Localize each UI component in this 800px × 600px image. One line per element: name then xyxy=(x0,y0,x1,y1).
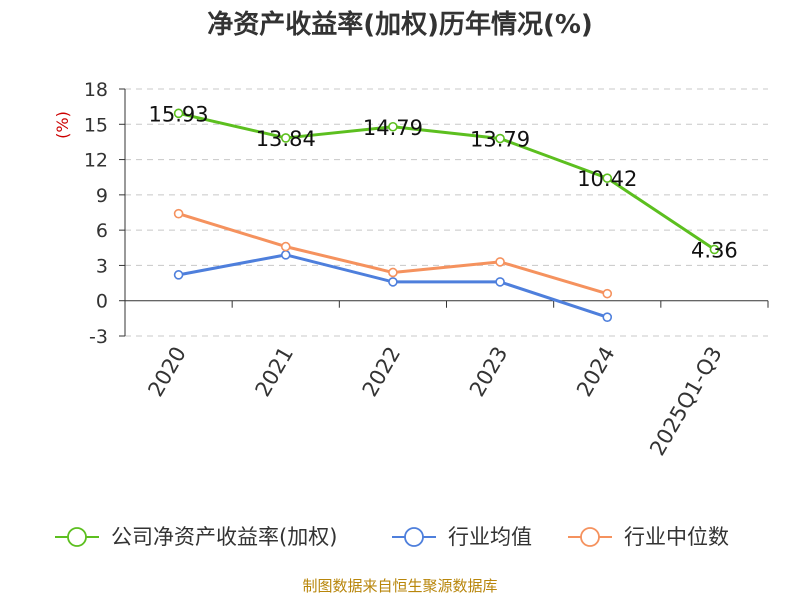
y-tick-label: 9 xyxy=(96,185,108,207)
data-point xyxy=(709,244,720,255)
data-labels: 15.93 13.84 14.79 13.79 10.42 4.36 xyxy=(149,102,738,262)
data-point xyxy=(602,288,613,299)
y-tick-label: 12 xyxy=(84,150,108,172)
data-point xyxy=(602,173,613,183)
x-tick-label: 2023 xyxy=(465,343,513,401)
x-axis-ticks: 2020 2021 2022 2023 2024 2025Q1-Q3 xyxy=(143,343,726,460)
x-tick-label: 2021 xyxy=(251,343,299,401)
y-axis-ticks: -3 0 3 6 9 12 15 18 xyxy=(84,79,108,348)
data-point xyxy=(173,108,184,119)
data-point xyxy=(280,133,291,143)
grid-lines xyxy=(125,88,768,337)
y-tick-label: 6 xyxy=(96,220,108,242)
y-tick-label: 0 xyxy=(96,291,108,313)
data-label: 4.36 xyxy=(691,238,738,262)
data-point xyxy=(495,277,505,287)
x-tick-label: 2024 xyxy=(572,343,620,401)
y-tick-label: -3 xyxy=(89,326,108,348)
x-tick-label: 2020 xyxy=(143,343,191,401)
data-point xyxy=(280,241,291,252)
legend-marker xyxy=(404,527,424,547)
series-layer xyxy=(173,108,720,322)
data-label: 13.79 xyxy=(470,128,530,152)
data-point xyxy=(388,121,398,132)
data-point xyxy=(388,277,398,287)
data-label: 10.42 xyxy=(577,167,637,191)
series-line xyxy=(178,111,716,251)
legend-label: 公司净资产收益率(加权) xyxy=(111,525,337,549)
data-point xyxy=(602,312,613,322)
legend-marker xyxy=(67,527,87,547)
data-label: 15.93 xyxy=(149,102,209,126)
chart-title: 净资产收益率(加权)历年情况(%) xyxy=(207,9,593,40)
source-note: 制图数据来自恒生聚源数据库 xyxy=(302,577,497,595)
legend-marker xyxy=(580,527,600,547)
y-tick-label: 18 xyxy=(84,79,108,101)
data-point xyxy=(495,133,505,144)
y-tick-label: 15 xyxy=(84,114,108,136)
data-point xyxy=(495,257,505,267)
data-point xyxy=(280,250,291,260)
data-point xyxy=(388,267,398,278)
data-label: 14.79 xyxy=(363,116,423,140)
data-point xyxy=(173,270,184,280)
data-label: 13.84 xyxy=(256,127,316,151)
data-point xyxy=(173,208,184,219)
legend: 公司净资产收益率(加权) 行业均值 行业中位数 xyxy=(55,525,729,549)
y-axis-unit: (%) xyxy=(53,111,72,139)
legend-label: 行业中位数 xyxy=(624,525,729,549)
legend-label: 行业均值 xyxy=(448,525,532,549)
x-tick-label: 2022 xyxy=(358,343,406,401)
y-tick-label: 3 xyxy=(96,255,108,277)
axes xyxy=(119,88,769,337)
x-tick-label: 2025Q1-Q3 xyxy=(645,343,727,460)
